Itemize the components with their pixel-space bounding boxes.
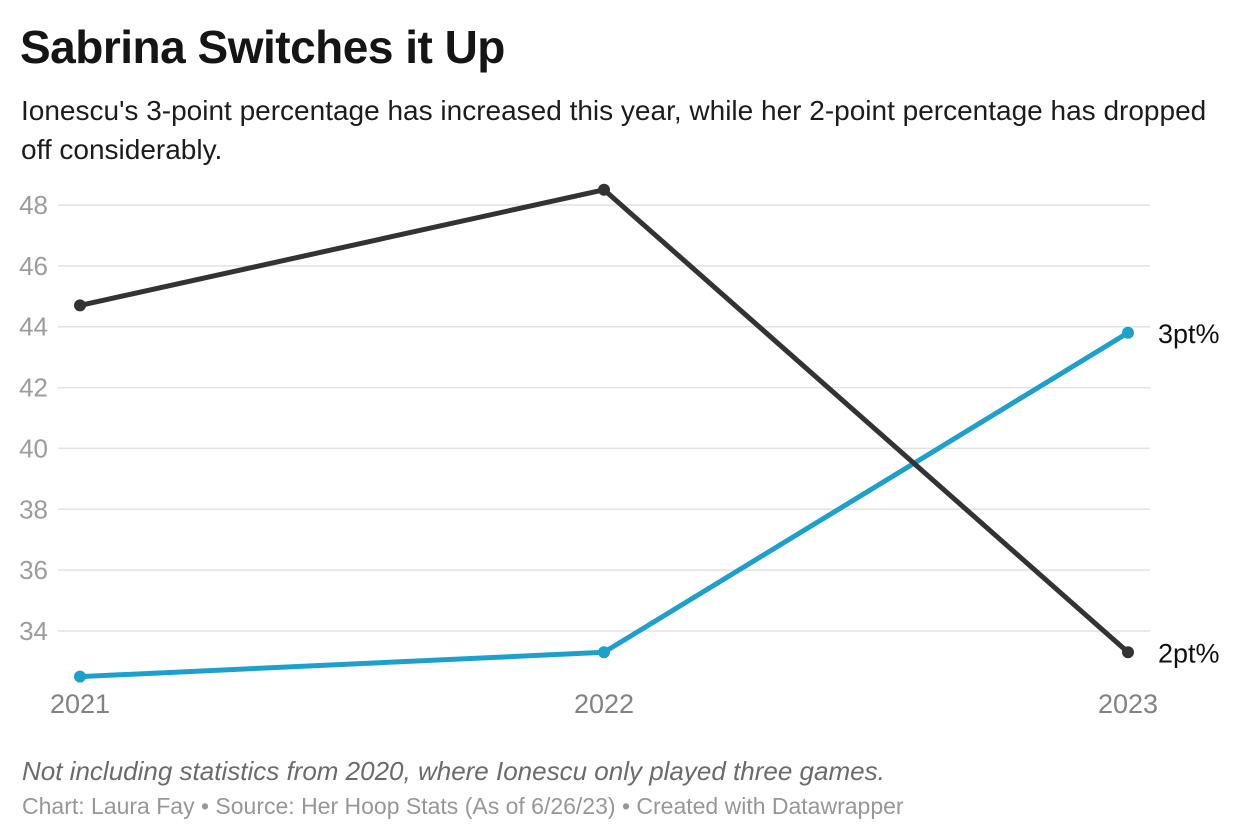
- chart-title: Sabrina Switches it Up: [20, 21, 505, 73]
- y-tick-label: 34: [19, 616, 48, 646]
- y-tick-label: 44: [19, 312, 48, 342]
- data-point-2pt: [74, 299, 86, 312]
- y-tick-label: 42: [19, 373, 48, 403]
- data-point-3pt: [74, 670, 86, 683]
- y-tick-label: 36: [19, 555, 48, 585]
- y-tick-label: 48: [19, 190, 48, 220]
- data-point-2pt: [598, 183, 610, 196]
- data-point-3pt: [598, 646, 610, 659]
- x-tick-label: 2022: [574, 689, 634, 719]
- y-tick-label: 40: [19, 433, 48, 463]
- x-tick-label: 2023: [1098, 689, 1158, 719]
- series-line-2pt: [77, 187, 1131, 655]
- series-label-3pt: 3pt%: [1158, 319, 1220, 349]
- y-tick-label: 38: [19, 494, 48, 524]
- chart-subtitle: Ionescu's 3-point percentage has increas…: [21, 95, 1207, 165]
- chart-credit: Chart: Laura Fay • Source: Her Hoop Stat…: [22, 793, 904, 819]
- series-label-2pt: 2pt%: [1158, 638, 1220, 668]
- chart-note: Not including statistics from 2020, wher…: [22, 756, 885, 786]
- y-tick-label: 46: [19, 251, 48, 281]
- data-point-3pt: [1122, 326, 1134, 339]
- series-line-3pt: [77, 330, 1131, 680]
- x-tick-label: 2021: [50, 689, 110, 719]
- data-point-2pt: [1122, 646, 1134, 659]
